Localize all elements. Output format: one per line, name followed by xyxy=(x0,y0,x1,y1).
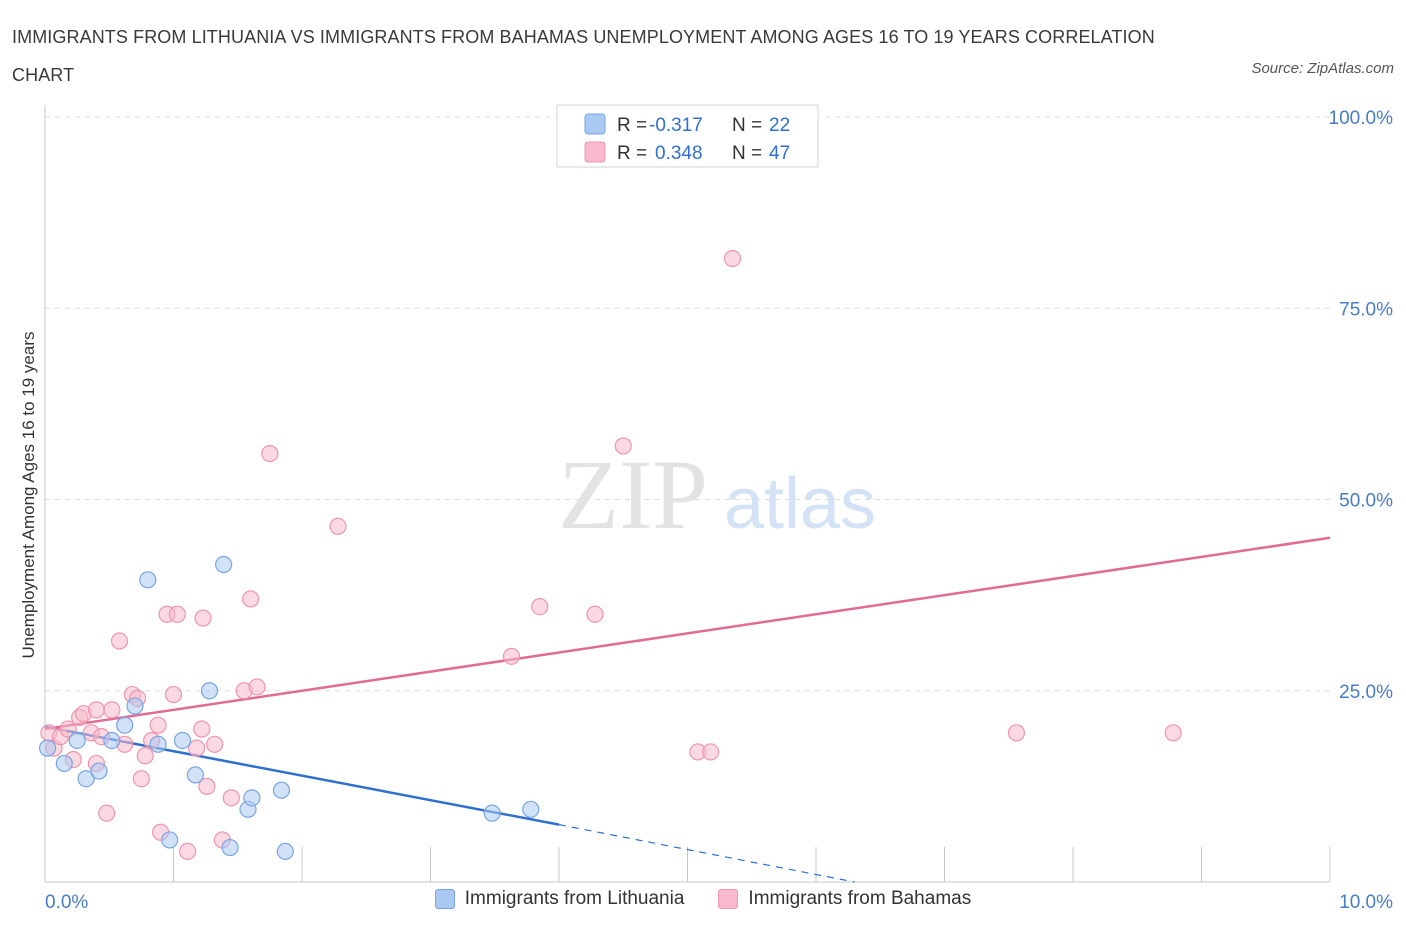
lithuania-point xyxy=(68,731,86,750)
bahamas-point xyxy=(164,685,183,704)
bahamas-point xyxy=(242,590,260,608)
legend-n-label-1: N = xyxy=(732,115,762,136)
watermark-atlas: atlas xyxy=(724,464,876,544)
lithuania-point xyxy=(103,731,121,750)
legend-swatch-lithuania xyxy=(584,113,606,135)
chart-source: Source: ZipAtlas.com xyxy=(1251,60,1394,77)
bahamas-point xyxy=(188,739,206,757)
lithuania-point xyxy=(483,804,501,822)
gridlines: 25.0% 50.0% 75.0% 100.0% xyxy=(45,108,1393,703)
bahamas-point xyxy=(149,716,167,734)
bahamas-point xyxy=(614,437,632,455)
lithuania-point xyxy=(77,770,95,788)
lithuania-point xyxy=(243,789,261,807)
bahamas-point xyxy=(222,789,240,807)
bahamas-point xyxy=(168,605,186,623)
lithuania-point xyxy=(126,697,144,715)
bahamas-point xyxy=(179,842,197,861)
lithuania-point xyxy=(139,571,157,589)
y-axis-title: Unemployment Among Ages 16 to 19 years xyxy=(19,332,38,659)
bahamas-point xyxy=(1007,724,1026,742)
bahamas-point xyxy=(103,701,121,719)
lithuania-point xyxy=(200,682,219,700)
legend-item-bahamas[interactable]: Immigrants from Bahamas xyxy=(718,888,971,910)
bahamas-point xyxy=(87,701,106,719)
legend-swatch-bahamas xyxy=(584,141,606,163)
bahamas-point xyxy=(248,678,266,696)
lithuania-point xyxy=(38,739,57,757)
bahamas-point xyxy=(702,743,720,761)
bahamas-trend-line xyxy=(44,536,1331,731)
bahamas-point xyxy=(329,517,347,535)
data-points xyxy=(38,249,1182,861)
lithuania-point xyxy=(221,838,239,857)
legend-label-bahamas: Immigrants from Bahamas xyxy=(748,888,972,909)
lithuania-point xyxy=(90,762,108,780)
legend-label-lithuania: Immigrants from Lithuania xyxy=(464,888,685,909)
lithuania-point xyxy=(215,555,233,574)
bahamas-point xyxy=(531,597,549,616)
lithuania-trend-extension xyxy=(558,824,855,883)
lithuania-point xyxy=(272,781,291,799)
bahamas-point xyxy=(132,770,150,788)
watermark-zip: ZIP xyxy=(558,439,708,550)
legend-swatch-bahamas-bottom xyxy=(718,889,739,909)
y-tick-label: 50.0% xyxy=(1339,491,1393,512)
bahamas-point xyxy=(206,735,224,753)
bahamas-point xyxy=(261,445,279,463)
legend-swatch-lithuania-bottom xyxy=(434,889,455,909)
lithuania-point xyxy=(55,754,73,773)
bahamas-point xyxy=(723,249,742,268)
bahamas-point xyxy=(136,747,154,765)
bahamas-point xyxy=(110,632,129,650)
bahamas-point xyxy=(59,720,77,738)
bahamas-point xyxy=(198,777,216,795)
bahamas-point xyxy=(1164,724,1182,742)
legend-n-label-2: N = xyxy=(732,143,762,164)
chart-title: IMMIGRANTS FROM LITHUANIA VS IMMIGRANTS … xyxy=(12,27,1155,85)
legend-n-value-1: 22 xyxy=(769,115,790,136)
legend-item-lithuania[interactable]: Immigrants from Lithuania xyxy=(434,888,685,910)
legend-r-value-2: 0.348 xyxy=(655,143,703,164)
x-tick-label: 10.0% xyxy=(1339,892,1393,913)
trend-lines xyxy=(44,536,1331,883)
lithuania-point xyxy=(522,800,540,818)
bahamas-point xyxy=(194,609,212,627)
lithuania-point xyxy=(161,831,179,849)
bahamas-point xyxy=(98,804,116,822)
correlation-legend: R = -0.317 N = 22 R = 0.348 N = 47 xyxy=(556,104,819,168)
lithuania-point xyxy=(186,766,204,784)
y-tick-label: 25.0% xyxy=(1339,682,1393,703)
bahamas-point xyxy=(586,605,604,623)
lithuania-point xyxy=(116,716,134,734)
legend-n-value-2: 47 xyxy=(769,143,790,164)
lithuania-point xyxy=(276,842,294,861)
legend-r-value-1: -0.317 xyxy=(649,115,703,136)
legend-r-label-1: R = xyxy=(617,115,647,136)
lithuania-point xyxy=(173,731,192,750)
watermark: ZIP atlas xyxy=(558,439,876,550)
x-tick-label: 0.0% xyxy=(45,892,88,913)
bahamas-point xyxy=(502,647,521,665)
legend-r-label-2: R = xyxy=(617,143,647,164)
series-legend: Immigrants from Lithuania Immigrants fro… xyxy=(0,888,1406,910)
y-tick-label: 75.0% xyxy=(1339,299,1393,320)
y-tick-label: 100.0% xyxy=(1329,108,1394,129)
lithuania-point xyxy=(149,735,167,753)
bahamas-point xyxy=(193,720,211,738)
